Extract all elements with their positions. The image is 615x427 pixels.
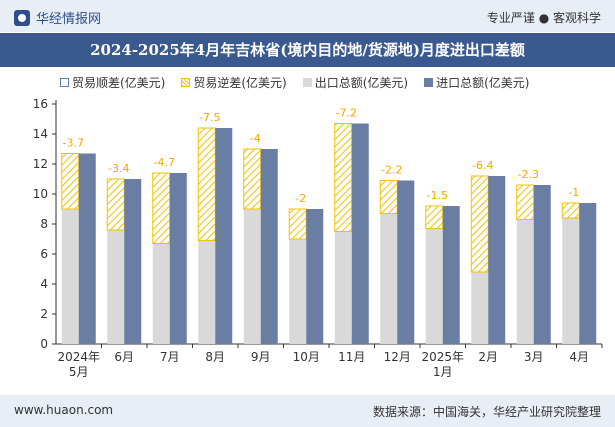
bar-deficit (152, 172, 171, 244)
bar-deficit (425, 205, 444, 229)
balance-data-label: -4 (250, 132, 261, 145)
legend-item-import[interactable]: 进口总额(亿美元) (424, 74, 530, 91)
bar-export (471, 272, 489, 344)
x-tick-label: 8月 (205, 350, 225, 364)
bar-import (124, 179, 142, 344)
x-tick-label: 2024年 (57, 350, 100, 364)
bar-import (533, 185, 551, 344)
bar-import (351, 123, 369, 344)
bar-import (442, 206, 460, 344)
bar-deficit (61, 153, 80, 210)
legend-swatch-surplus (60, 78, 69, 87)
x-tick-label: 1月 (433, 365, 453, 379)
bar-import (169, 173, 187, 344)
bar-export (243, 209, 261, 344)
y-tick-label: 0 (40, 337, 48, 351)
bar-export (516, 219, 534, 344)
legend-label-import: 进口总额(亿美元) (436, 76, 530, 90)
balance-data-label: -1.5 (427, 189, 448, 202)
x-tick-label: 2025年 (421, 350, 464, 364)
x-tick-label: 2月 (478, 350, 498, 364)
legend-swatch-import (424, 78, 434, 87)
x-tick-label: 4月 (569, 350, 589, 364)
legend-item-deficit[interactable]: 贸易逆差(亿美元) (181, 74, 287, 91)
bar-deficit (243, 148, 262, 210)
y-tick-label: 14 (33, 127, 48, 141)
bar-import (488, 176, 506, 344)
balance-data-label: -7.2 (336, 107, 357, 120)
bar-export (562, 218, 580, 344)
bar-export (425, 228, 443, 344)
legend-item-surplus[interactable]: 贸易顺差(亿美元) (60, 74, 165, 91)
balance-data-label: -2.2 (381, 164, 402, 177)
legend-label-export: 出口总额(亿美元) (314, 76, 409, 90)
bar-export (61, 209, 79, 344)
x-tick-label: 12月 (384, 350, 411, 364)
legend-swatch-export (302, 78, 312, 87)
footer-source: 数据来源：中国海关，华经产业研究院整理 (372, 405, 601, 419)
brand[interactable]: 华经情报网 (14, 8, 101, 27)
legend-label-deficit: 贸易逆差(亿美元) (193, 76, 287, 90)
header-tagline: 专业严谨 ● 客观科学 (486, 11, 601, 25)
balance-data-label: -6.4 (472, 159, 493, 172)
balance-data-label: -4.7 (154, 156, 175, 169)
x-tick-label: 3月 (524, 350, 544, 364)
y-tick-label: 6 (40, 247, 48, 261)
bar-deficit (288, 208, 307, 240)
title-bar: 2024-2025年4月年吉林省(境内目的地/货源地)月度进出口差额 (0, 33, 615, 67)
chart-legend: 贸易顺差(亿美元) 贸易逆差(亿美元) 出口总额(亿美元) 进口总额(亿美元) (60, 74, 530, 91)
bar-deficit (561, 202, 580, 219)
bar-deficit (470, 175, 489, 273)
x-tick-label: 10月 (293, 350, 320, 364)
bar-deficit (516, 184, 535, 220)
y-tick-label: 10 (33, 187, 48, 201)
y-tick-label: 2 (40, 307, 48, 321)
x-tick-label: 9月 (251, 350, 271, 364)
x-tick-label: 5月 (69, 365, 89, 379)
header-bar: 华经情报网 专业严谨 ● 客观科学 (0, 0, 615, 32)
legend-label-surplus: 贸易顺差(亿美元) (72, 76, 166, 90)
bar-import (579, 203, 597, 344)
legend-item-export[interactable]: 出口总额(亿美元) (302, 74, 409, 91)
balance-data-label: -2.3 (518, 168, 539, 181)
balance-data-label: -3.4 (108, 162, 129, 175)
x-tick-label: 6月 (114, 350, 134, 364)
bar-import (397, 180, 415, 344)
bar-export (152, 243, 170, 344)
bar-deficit (334, 123, 353, 232)
bar-deficit (106, 178, 125, 231)
chart-title: 2024-2025年4月年吉林省(境内目的地/货源地)月度进出口差额 (90, 41, 525, 59)
bar-import (306, 209, 324, 344)
balance-data-label: -1 (568, 186, 579, 199)
y-tick-label: 4 (40, 277, 48, 291)
balance-data-label: -2 (295, 192, 306, 205)
brand-name: 华经情报网 (36, 12, 102, 27)
bar-export (380, 213, 398, 344)
bar-export (107, 230, 125, 344)
y-tick-label: 16 (33, 97, 48, 111)
y-tick-label: 12 (33, 157, 48, 171)
balance-data-label: -7.5 (199, 111, 220, 124)
x-tick-label: 11月 (338, 350, 365, 364)
bar-export (289, 239, 307, 344)
chart-bars (61, 123, 597, 344)
footer-website[interactable]: www.huaon.com (14, 403, 114, 417)
brand-logo-icon (14, 9, 30, 26)
bar-import (78, 153, 96, 344)
bar-import (260, 149, 278, 344)
chart-labels: -3.7 -3.4 -4.7 -7.5 -4 -2 -7.2 -2.2 -1.5 -6.4 -2.3… (63, 107, 580, 206)
x-tick-label: 7月 (160, 350, 180, 364)
bar-export (334, 231, 352, 344)
legend-swatch-deficit (181, 78, 191, 87)
y-tick-label: 8 (40, 217, 48, 231)
bar-deficit (197, 127, 216, 241)
bar-deficit (379, 180, 398, 214)
balance-data-label: -3.7 (63, 137, 84, 150)
footer-bar: www.huaon.com 数据来源：中国海关，华经产业研究院整理 (0, 395, 615, 427)
bar-export (198, 240, 216, 344)
bar-import (215, 128, 233, 344)
